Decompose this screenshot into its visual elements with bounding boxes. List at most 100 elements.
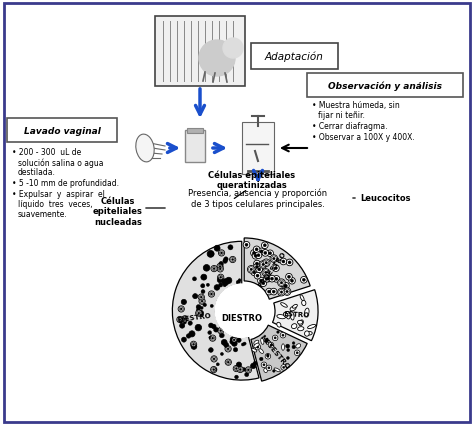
Circle shape <box>292 345 296 349</box>
Circle shape <box>182 337 186 343</box>
Circle shape <box>199 298 205 305</box>
Circle shape <box>253 361 257 366</box>
Text: METESTRO: METESTRO <box>259 333 291 369</box>
Circle shape <box>284 289 290 294</box>
Circle shape <box>289 278 295 285</box>
Circle shape <box>262 282 265 285</box>
Circle shape <box>273 276 280 282</box>
FancyBboxPatch shape <box>187 129 203 134</box>
Text: Células epiteliales
queratinizadas: Células epiteliales queratinizadas <box>209 170 296 190</box>
Circle shape <box>218 328 224 334</box>
Circle shape <box>186 334 191 338</box>
Circle shape <box>257 278 264 284</box>
Ellipse shape <box>259 349 264 354</box>
Circle shape <box>291 279 293 282</box>
Circle shape <box>180 308 182 310</box>
Circle shape <box>273 370 275 372</box>
Ellipse shape <box>261 338 264 345</box>
Text: • Muestra húmeda, sin: • Muestra húmeda, sin <box>312 101 400 110</box>
Ellipse shape <box>304 308 309 317</box>
Circle shape <box>213 358 215 360</box>
Circle shape <box>286 259 293 266</box>
Circle shape <box>264 339 268 343</box>
Circle shape <box>254 255 257 258</box>
Text: • 5 -10 mm de profundidad.: • 5 -10 mm de profundidad. <box>12 178 119 187</box>
Circle shape <box>209 291 215 297</box>
Circle shape <box>232 259 234 261</box>
Circle shape <box>237 338 241 343</box>
Ellipse shape <box>306 332 312 335</box>
Circle shape <box>241 343 245 346</box>
Circle shape <box>223 259 228 264</box>
Circle shape <box>283 288 291 296</box>
Text: PROESTRO: PROESTRO <box>257 250 287 288</box>
Circle shape <box>215 284 268 338</box>
Circle shape <box>251 363 256 368</box>
Circle shape <box>243 242 250 248</box>
Circle shape <box>192 343 195 345</box>
Circle shape <box>238 279 241 282</box>
Circle shape <box>206 284 210 287</box>
Circle shape <box>275 278 278 281</box>
Circle shape <box>292 342 295 345</box>
Circle shape <box>249 267 254 272</box>
Circle shape <box>266 288 273 295</box>
Text: Presencia, ausencia y proporción
de 3 tipos celulares principales.: Presencia, ausencia y proporción de 3 ti… <box>189 189 328 208</box>
Ellipse shape <box>301 301 306 306</box>
Circle shape <box>265 354 271 359</box>
Circle shape <box>223 284 226 287</box>
Circle shape <box>236 281 240 285</box>
Circle shape <box>257 346 259 348</box>
Ellipse shape <box>286 312 290 319</box>
Circle shape <box>224 257 228 262</box>
Circle shape <box>196 310 202 317</box>
Circle shape <box>263 276 270 282</box>
Circle shape <box>255 266 258 269</box>
Circle shape <box>223 39 243 59</box>
Circle shape <box>287 276 291 279</box>
Circle shape <box>201 274 207 280</box>
Text: • Observar a 100X y 400X.: • Observar a 100X y 400X. <box>312 132 415 142</box>
Circle shape <box>226 278 232 284</box>
Circle shape <box>283 283 289 289</box>
Text: suavemente.: suavemente. <box>18 210 68 219</box>
Circle shape <box>267 291 271 294</box>
Circle shape <box>254 264 260 271</box>
Circle shape <box>212 267 216 271</box>
Circle shape <box>255 262 258 265</box>
Circle shape <box>232 339 236 342</box>
Circle shape <box>265 278 268 281</box>
Circle shape <box>191 341 197 348</box>
Circle shape <box>219 252 223 256</box>
Circle shape <box>239 368 241 371</box>
Circle shape <box>183 321 186 324</box>
Ellipse shape <box>296 344 301 348</box>
Circle shape <box>232 338 236 342</box>
Circle shape <box>201 284 205 288</box>
Circle shape <box>210 293 212 295</box>
Circle shape <box>219 268 221 270</box>
Circle shape <box>232 341 237 346</box>
Circle shape <box>203 265 210 271</box>
Circle shape <box>189 331 195 337</box>
Circle shape <box>255 252 262 259</box>
Circle shape <box>210 335 216 342</box>
Circle shape <box>263 244 266 247</box>
Ellipse shape <box>292 305 297 308</box>
Ellipse shape <box>264 368 267 373</box>
Circle shape <box>262 242 268 249</box>
Circle shape <box>247 266 255 273</box>
Ellipse shape <box>305 331 309 337</box>
Circle shape <box>226 360 230 364</box>
Circle shape <box>270 344 272 346</box>
Circle shape <box>274 337 276 339</box>
Circle shape <box>268 367 270 369</box>
Circle shape <box>216 363 219 366</box>
Circle shape <box>260 250 263 253</box>
Circle shape <box>225 359 231 366</box>
Circle shape <box>234 367 238 371</box>
Circle shape <box>191 343 196 347</box>
Circle shape <box>280 291 283 294</box>
Circle shape <box>220 252 223 254</box>
Ellipse shape <box>299 320 303 326</box>
